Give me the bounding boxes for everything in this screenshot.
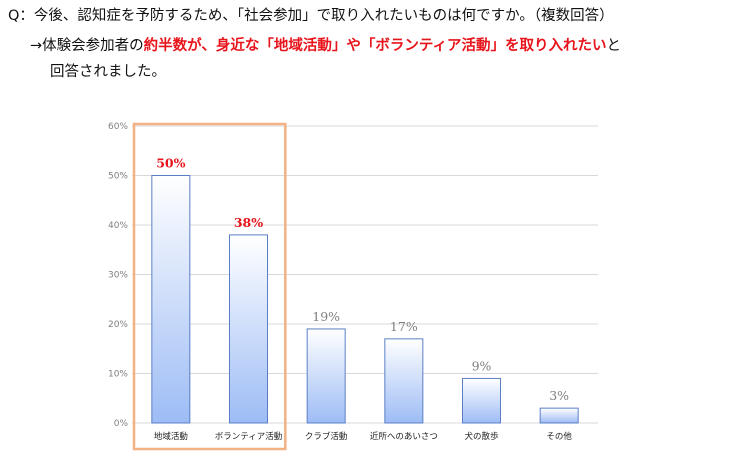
- category-label: 犬の散歩: [464, 431, 499, 442]
- answer-part-3: と: [606, 38, 622, 54]
- data-label: 9%: [472, 358, 492, 373]
- answer-text: →体験会参加者の約半数が、身近な「地域活動」や「ボランティア活動」を取り入れたい…: [30, 33, 621, 85]
- bars: [151, 175, 579, 424]
- y-axis: 0% 10% 20% 30% 40% 50% 60%: [108, 122, 128, 429]
- y-tick-label: 0%: [114, 419, 129, 429]
- category-label: ボランティア活動: [215, 431, 283, 442]
- question-text: Q：今後、認知症を予防するため、「社会参加」で取り入れたいものは何ですか。（複数…: [8, 8, 614, 24]
- data-labels: 50% 38% 19% 17% 9% 3%: [156, 156, 569, 404]
- y-tick-label: 20%: [108, 320, 128, 330]
- bar: [151, 175, 191, 424]
- category-label: その他: [546, 431, 572, 442]
- answer-line-2: 回答されました。: [50, 64, 166, 80]
- y-tick-label: 40%: [108, 221, 128, 231]
- data-label: 3%: [549, 388, 569, 403]
- highlight-box: [132, 122, 287, 451]
- bar: [539, 407, 579, 424]
- y-tick-label: 50%: [108, 172, 128, 182]
- bar: [384, 338, 424, 424]
- bar: [229, 234, 268, 424]
- data-label: 17%: [390, 319, 418, 334]
- answer-part-1: →体験会参加者の: [30, 38, 144, 54]
- answer-highlight-1: 約半数が、: [143, 38, 216, 54]
- y-tick-label: 10%: [108, 370, 128, 380]
- data-label: 50%: [156, 156, 185, 171]
- y-tick-label: 60%: [108, 122, 128, 132]
- category-label: 近所へのあいさつ: [370, 431, 438, 442]
- category-label: クラブ活動: [305, 431, 348, 442]
- bar: [306, 328, 346, 424]
- bar: [462, 377, 501, 424]
- answer-line-1: →体験会参加者の約半数が、身近な「地域活動」や「ボランティア活動」を取り入れたい…: [30, 33, 621, 59]
- y-tick-label: 30%: [108, 271, 128, 281]
- data-label: 19%: [312, 309, 340, 324]
- data-label: 38%: [234, 215, 263, 230]
- x-axis: 地域活動 ボランティア活動 クラブ活動 近所へのあいさつ 犬の散歩 その他: [154, 431, 573, 442]
- category-label: 地域活動: [154, 431, 188, 442]
- grid-layer: [132, 125, 598, 424]
- answer-highlight-2: 身近な「地域活動」や「ボランティア活動」を取り入れたい: [215, 38, 607, 54]
